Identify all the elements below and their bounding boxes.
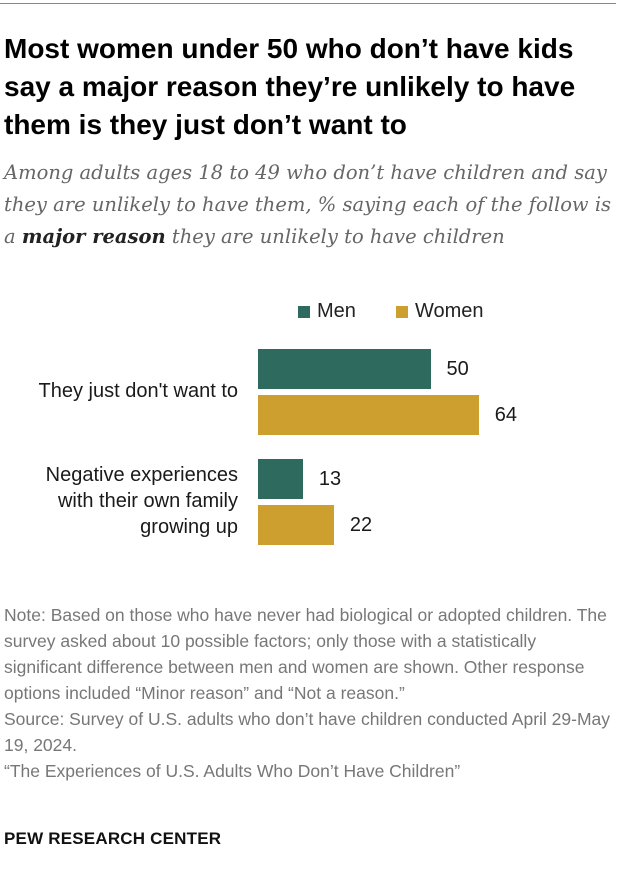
footer-brand: PEW RESEARCH CENTER (4, 829, 222, 848)
bar-women-1 (258, 395, 479, 435)
category-label-2: Negative experiences with their own famil… (2, 462, 238, 540)
category-label-line: Negative experiences (45, 464, 238, 486)
chart-title: Most women under 50 who don’t have kids … (4, 33, 576, 140)
category-label-line: with their own family (57, 490, 238, 512)
legend-swatch-women (396, 305, 408, 318)
bar-men-1 (258, 349, 431, 389)
top-rule (0, 3, 616, 4)
category-label-1: They just don't want to (2, 378, 238, 404)
subtitle-text-after: they are unlikely to have children (165, 225, 505, 248)
note-block: Note: Based on those who have never had … (4, 602, 616, 784)
value-label-men-2: 13 (318, 468, 342, 490)
chart-subtitle: Among adults ages 18 to 49 who don’t hav… (4, 157, 616, 253)
subtitle-emphasis: major reason (21, 225, 166, 248)
value-label-women-2: 22 (349, 514, 373, 536)
legend-swatch-men (298, 305, 310, 318)
value-label-men-1: 50 (446, 358, 469, 380)
value-label-women-1: 64 (494, 404, 518, 426)
legend: Men Women (0, 300, 620, 324)
bar-women-2 (258, 505, 334, 545)
legend-item-women: Women (396, 300, 484, 323)
note-text: Note: Based on those who have never had … (4, 605, 607, 703)
legend-item-men: Men (298, 300, 356, 323)
legend-label-men: Men (317, 300, 356, 322)
subtitle-text-before: Among adults ages 18 to 49 who don’t hav… (4, 161, 612, 248)
category-label-line: growing up (140, 516, 238, 538)
report-title: “The Experiences of U.S. Adults Who Don’… (4, 761, 461, 781)
legend-label-women: Women (415, 300, 484, 322)
bar-men-2 (258, 459, 303, 499)
category-label-line: They just don't want to (38, 380, 238, 402)
source-text: Source: Survey of U.S. adults who don’t … (4, 709, 611, 755)
